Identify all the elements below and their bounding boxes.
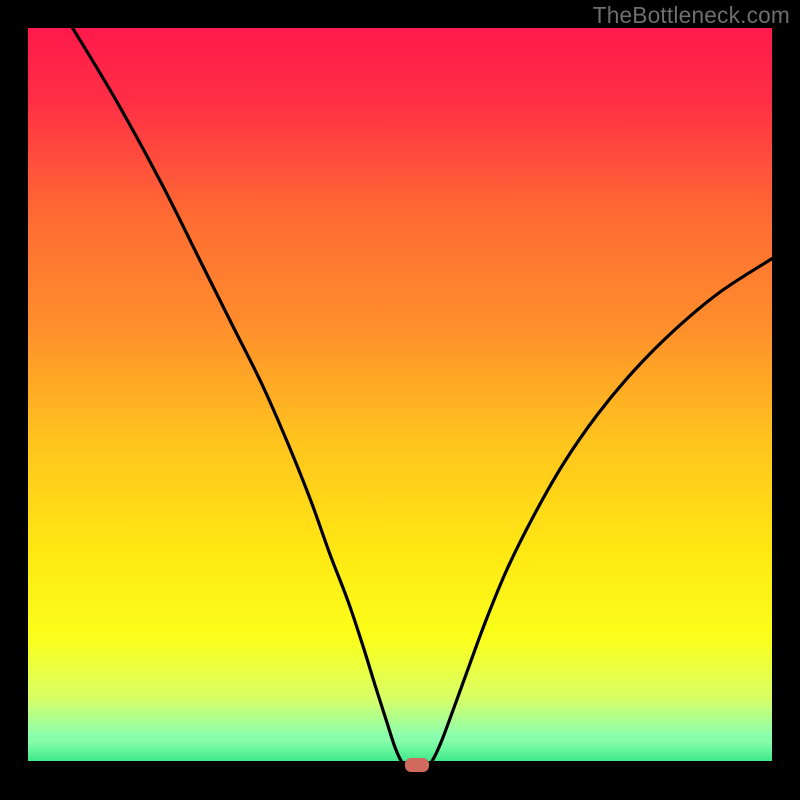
optimal-point-marker <box>405 758 429 772</box>
watermark-text: TheBottleneck.com <box>593 2 790 29</box>
curve-path <box>73 28 772 766</box>
bottleneck-curve <box>28 28 772 772</box>
plot-area <box>28 28 772 772</box>
chart-frame: TheBottleneck.com <box>0 0 800 800</box>
